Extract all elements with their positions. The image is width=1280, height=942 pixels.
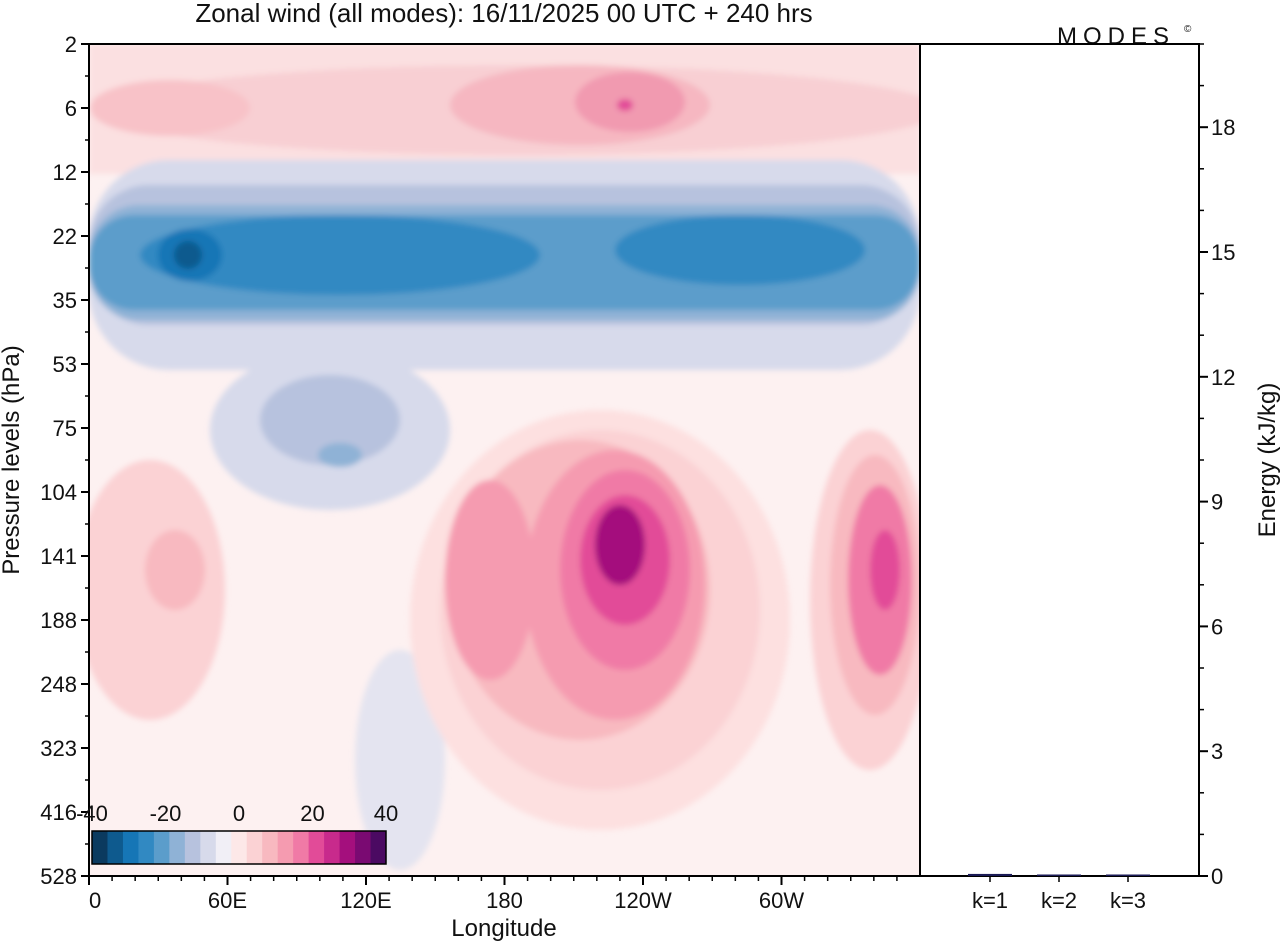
energy-tick-label: 3 [1211, 739, 1223, 764]
contour-pacific-core [595, 505, 645, 585]
y-tick-label: 416 [40, 800, 77, 825]
y-tick-label: 6 [65, 96, 77, 121]
colorbar-swatch [370, 831, 387, 864]
contour-field [89, 44, 920, 870]
colorbar-swatch [231, 831, 248, 864]
contour-pacific-west [445, 480, 535, 680]
colorbar-swatch [122, 831, 139, 864]
x-tick-label: 120E [340, 888, 391, 913]
y-tick-label: 323 [40, 736, 77, 761]
y-tick-label: 12 [53, 160, 77, 185]
colorbar-swatch [169, 831, 186, 864]
colorbar-tick-label: 0 [233, 801, 245, 826]
energy-tick-label: 0 [1211, 864, 1223, 889]
energy-category-label: k=2 [1041, 888, 1077, 913]
energy-bars: k=1 k=2 k=3 [968, 873, 1150, 913]
contour-america-core [870, 530, 900, 610]
colorbar-swatch [308, 831, 325, 864]
colorbar-swatch [293, 831, 310, 864]
energy-tick-label: 9 [1211, 490, 1223, 515]
contour-upper-core [617, 99, 633, 111]
y-tick-label: 2 [65, 32, 77, 57]
contour-upper-patch [90, 80, 250, 136]
modes-logo-mark: © [1184, 24, 1192, 35]
contour-mid-easterly [318, 443, 362, 467]
energy-bar [1106, 874, 1150, 876]
y-tick-label: 53 [53, 352, 77, 377]
contour-mid-easterly [260, 375, 400, 465]
energy-tick-label: 6 [1211, 614, 1223, 639]
colorbar-swatch [138, 831, 155, 864]
y-tick-label: 188 [40, 608, 77, 633]
y-tick-label: 75 [53, 416, 77, 441]
colorbar: -40 -20 0 20 40 [76, 801, 398, 865]
energy-panel-frame [919, 43, 1200, 877]
colorbar-swatch [92, 831, 108, 864]
y-tick-label: 248 [40, 672, 77, 697]
x-tick-label: 0 [89, 888, 101, 913]
colorbar-swatch [107, 831, 124, 864]
y-tick-label: 141 [40, 544, 77, 569]
contour-jet-max [174, 241, 202, 269]
energy-bar [1037, 874, 1081, 876]
y-tick-label: 528 [40, 864, 77, 889]
colorbar-swatch [277, 831, 294, 864]
energy-category-label: k=1 [972, 888, 1008, 913]
colorbar-swatch [324, 831, 341, 864]
x-tick-label: 60W [759, 888, 804, 913]
energy-tick-label: 15 [1211, 240, 1235, 265]
y-axis: 2 6 12 22 35 53 75 104 141 188 248 323 416 528 [40, 32, 89, 889]
colorbar-swatch [215, 831, 232, 864]
x-axis: 0 60E 120E 180 120W 60W [88, 876, 898, 913]
energy-category-label: k=3 [1110, 888, 1146, 913]
colorbar-tick-label: 20 [300, 801, 324, 826]
contour-low-easterly [355, 650, 445, 870]
x-tick-label: 60E [208, 888, 247, 913]
energy-axis: 0 3 6 9 12 15 18 [1199, 43, 1235, 889]
colorbar-swatch [355, 831, 372, 864]
energy-tick-label: 12 [1211, 365, 1235, 390]
colorbar-tick-label: -40 [76, 801, 108, 826]
y-tick-label: 35 [53, 288, 77, 313]
x-tick-label: 120W [614, 888, 672, 913]
x-tick-label: 180 [486, 888, 523, 913]
contour-west-patch [145, 530, 205, 610]
y-axis-label: Pressure levels (hPa) [0, 345, 25, 574]
colorbar-swatch [262, 831, 279, 864]
energy-tick-label: 18 [1211, 115, 1235, 140]
colorbar-swatch [339, 831, 356, 864]
x-axis-label: Longitude [451, 915, 556, 942]
energy-axis-label: Energy (kJ/kg) [1254, 383, 1280, 538]
contour-jet-core [140, 215, 540, 295]
contour-jet-core [615, 215, 865, 285]
colorbar-swatch [184, 831, 201, 864]
energy-bar [968, 873, 1012, 876]
colorbar-tick-label: -20 [150, 801, 182, 826]
colorbar-frame [91, 830, 387, 865]
y-tick-label: 22 [53, 224, 77, 249]
y-tick-label: 104 [40, 480, 77, 505]
colorbar-swatch [246, 831, 263, 864]
colorbar-swatch [200, 831, 217, 864]
chart-title: Zonal wind (all modes): 16/11/2025 00 UT… [195, 0, 812, 28]
colorbar-tick-label: 40 [374, 801, 398, 826]
colorbar-swatch [153, 831, 170, 864]
contour-panel [89, 44, 920, 876]
